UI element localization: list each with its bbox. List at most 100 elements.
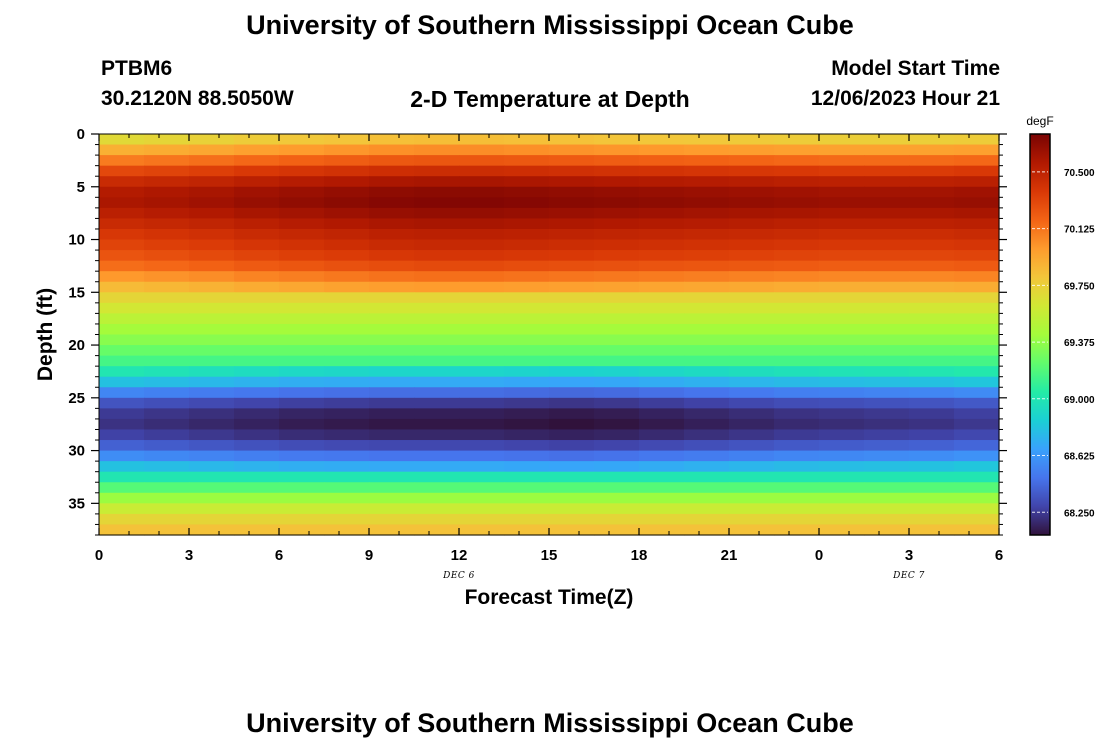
- heatmap-cell: [684, 355, 730, 367]
- heatmap-cell: [819, 471, 865, 483]
- heatmap-cell: [954, 524, 1000, 536]
- heatmap-cell: [414, 355, 460, 367]
- heatmap-cell: [234, 482, 280, 494]
- heatmap-cell: [594, 387, 640, 399]
- heatmap-cell: [189, 524, 235, 536]
- heatmap-cell: [414, 503, 460, 515]
- heatmap-cell: [864, 397, 910, 409]
- heatmap-cell: [414, 397, 460, 409]
- heatmap-cell: [414, 228, 460, 241]
- heatmap-cell: [144, 355, 190, 367]
- heatmap-cell: [864, 323, 910, 336]
- heatmap-cell: [324, 503, 370, 515]
- heatmap-cell: [909, 461, 955, 473]
- heatmap-cell: [864, 176, 910, 188]
- heatmap-cell: [774, 366, 820, 378]
- heatmap-cell: [279, 471, 325, 483]
- heatmap-cell: [774, 387, 820, 399]
- heatmap-cell: [504, 461, 550, 473]
- heatmap-cell: [954, 155, 1000, 167]
- heatmap-cell: [549, 334, 595, 346]
- heatmap-cell: [954, 503, 1000, 515]
- heatmap-cell: [684, 313, 730, 325]
- heatmap-cell: [729, 408, 775, 420]
- heatmap-cell: [594, 207, 640, 220]
- heatmap-cell: [549, 503, 595, 515]
- heatmap-cell: [774, 503, 820, 515]
- heatmap-cell: [594, 503, 640, 515]
- heatmap-cell: [594, 313, 640, 325]
- heatmap-cell: [369, 334, 415, 346]
- heatmap-cell: [144, 408, 190, 420]
- heatmap-cell: [774, 323, 820, 336]
- heatmap-cell: [504, 207, 550, 220]
- heatmap-cell: [234, 144, 280, 156]
- heatmap-cell: [504, 471, 550, 483]
- heatmap-cell: [504, 513, 550, 526]
- heatmap-cell: [369, 250, 415, 262]
- x-tick-label: 9: [365, 547, 373, 564]
- heatmap-cell: [774, 260, 820, 272]
- heatmap-cell: [684, 134, 730, 146]
- heatmap-cell: [864, 186, 910, 198]
- heatmap-cell: [729, 440, 775, 452]
- heatmap-cell: [594, 524, 640, 536]
- heatmap-cell: [549, 355, 595, 367]
- heatmap-cell: [234, 397, 280, 409]
- heatmap-cell: [954, 440, 1000, 452]
- heatmap-cell: [909, 524, 955, 536]
- heatmap-cell: [324, 471, 370, 483]
- heatmap-cell: [954, 513, 1000, 526]
- heatmap-cell: [639, 250, 685, 262]
- heatmap-cell: [639, 387, 685, 399]
- heatmap-cell: [819, 376, 865, 388]
- heatmap-cell: [594, 134, 640, 146]
- heatmap-cell: [909, 302, 955, 314]
- x-tick-label: 3: [185, 547, 193, 564]
- heatmap-cell: [819, 323, 865, 336]
- heatmap-cell: [729, 450, 775, 462]
- heatmap-cell: [504, 355, 550, 367]
- heatmap-cell: [414, 482, 460, 494]
- heatmap-cell: [189, 492, 235, 504]
- heatmap-cell: [189, 408, 235, 420]
- heatmap-cell: [459, 176, 505, 188]
- heatmap-cell: [864, 165, 910, 177]
- heatmap-cell: [279, 228, 325, 241]
- heatmap-cell: [99, 366, 145, 378]
- heatmap-cell: [279, 366, 325, 378]
- heatmap-cell: [684, 323, 730, 336]
- heatmap-cell: [549, 397, 595, 409]
- heatmap-cell: [729, 271, 775, 283]
- heatmap-cell: [729, 334, 775, 346]
- heatmap-cell: [729, 482, 775, 494]
- heatmap-cell: [549, 271, 595, 283]
- heatmap-cell: [639, 482, 685, 494]
- heatmap-cell: [594, 461, 640, 473]
- heatmap-cell: [504, 345, 550, 357]
- heatmap-cell: [279, 397, 325, 409]
- heatmap-cell: [144, 134, 190, 146]
- heatmap-cell: [864, 313, 910, 325]
- heatmap-cell: [324, 186, 370, 198]
- heatmap-cell: [909, 334, 955, 346]
- heatmap-cell: [684, 292, 730, 304]
- heatmap-cell: [954, 176, 1000, 188]
- heatmap-cell: [594, 397, 640, 409]
- heatmap-cell: [414, 155, 460, 167]
- heatmap-cell: [414, 292, 460, 304]
- heatmap-cell: [774, 418, 820, 431]
- heatmap-cell: [594, 302, 640, 314]
- heatmap-cell: [774, 450, 820, 462]
- heatmap-cell: [684, 186, 730, 198]
- heatmap-cell: [189, 176, 235, 188]
- heatmap-cell: [684, 345, 730, 357]
- plot-title: 2-D Temperature at Depth: [410, 86, 690, 112]
- heatmap-cell: [819, 524, 865, 536]
- heatmap-cell: [504, 165, 550, 177]
- heatmap-cell: [684, 218, 730, 230]
- heatmap-cell: [864, 197, 910, 209]
- heatmap-cell: [594, 155, 640, 167]
- heatmap-cell: [729, 418, 775, 431]
